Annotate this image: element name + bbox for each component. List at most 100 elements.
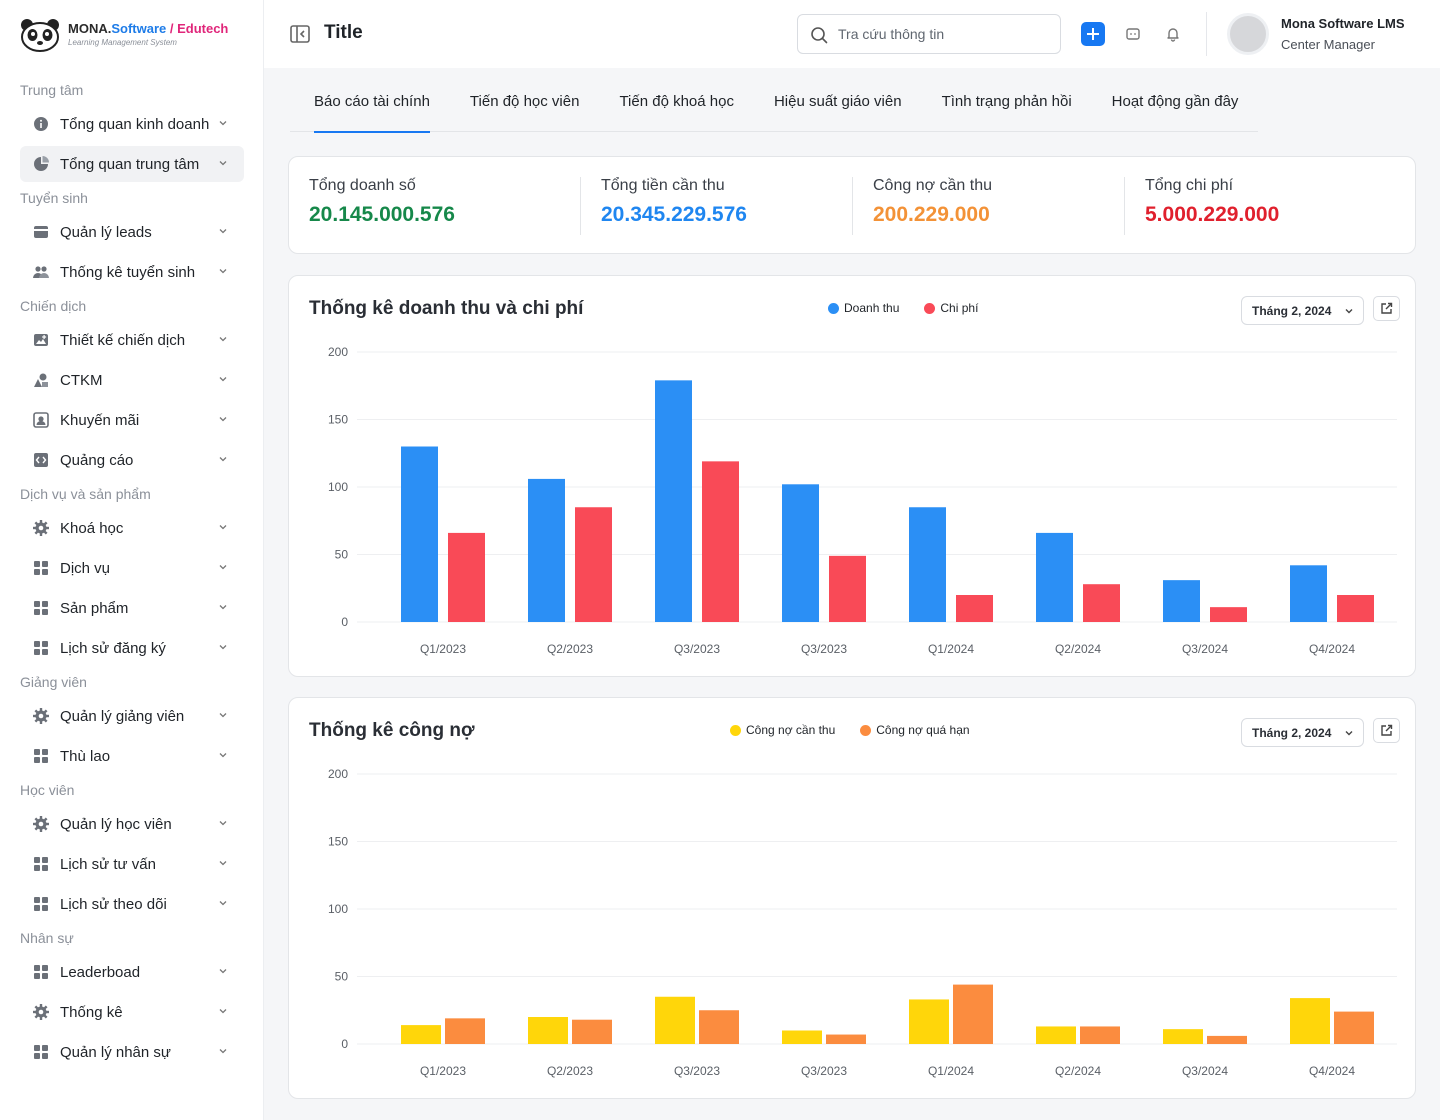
chevron-down-icon <box>219 377 227 382</box>
revenue-expense-chart: 0 50 100 150 200 Q1/2023 Q2/2023 Q3/2023 Q3/2023… <box>328 345 1397 656</box>
chart-legend: Công nợ cần thu Công nợ quá hạn <box>730 723 995 737</box>
sidebar-item[interactable]: Quản lý giảng viên <box>20 698 244 734</box>
sidebar-item[interactable]: Quảng cáo <box>20 442 244 478</box>
legend-label: Chi phí <box>940 301 979 315</box>
month-select[interactable]: Tháng 2, 2024 <box>1241 296 1364 325</box>
sidebar-item[interactable]: Thống kê tuyển sinh <box>20 254 244 290</box>
legend-item-expense[interactable]: Chi phí <box>924 301 978 315</box>
sidebar-item[interactable]: Khoá học <box>20 510 244 546</box>
tab[interactable]: Báo cáo tài chính <box>290 84 450 133</box>
page-title: Title <box>324 22 363 43</box>
legend-item-debt-overdue[interactable]: Công nợ quá hạn <box>860 723 970 737</box>
chevron-down-icon <box>219 645 227 650</box>
y-tick-label: 0 <box>341 1037 348 1051</box>
bar <box>445 1018 485 1044</box>
tab[interactable]: Tiến độ học viên <box>469 93 580 110</box>
sidebar-item-label: Khoá học <box>60 519 124 537</box>
legend-dot <box>828 302 839 314</box>
chevron-down-icon <box>219 969 227 974</box>
sidebar-section-title: Chiến dịch <box>20 298 87 314</box>
sidebar-item[interactable]: CTKM <box>20 362 244 398</box>
sidebar-item[interactable]: Quản lý học viên <box>20 806 244 842</box>
bar <box>1334 1011 1374 1044</box>
export-button[interactable] <box>1373 296 1400 321</box>
export-button[interactable] <box>1373 718 1400 743</box>
month-select[interactable]: Tháng 2, 2024 <box>1241 718 1364 747</box>
code-icon <box>33 452 49 468</box>
sidebar-item[interactable]: Dịch vụ <box>20 550 244 586</box>
sidebar-nav: Trung tâm Tổng quan kinh doanh Tổng quan t… <box>0 78 264 1074</box>
chevron-down-icon <box>219 161 227 166</box>
chevron-down-icon <box>219 1009 227 1014</box>
sidebar-item-label: Thù lao <box>60 747 111 765</box>
legend-item-revenue[interactable]: Doanh thu <box>828 301 899 315</box>
bar <box>572 1019 612 1044</box>
tab[interactable]: Hoạt động gần đây <box>1111 93 1239 110</box>
sidebar-item[interactable]: Lịch sử theo dõi <box>20 886 244 922</box>
gear-icon <box>33 816 49 832</box>
bar <box>528 478 565 622</box>
bar <box>909 507 946 622</box>
search-box[interactable] <box>797 14 1061 54</box>
sidebar-toggle-icon[interactable] <box>290 25 310 43</box>
sidebar-item[interactable]: Sản phẩm <box>20 590 244 626</box>
y-tick-label: 100 <box>328 480 348 494</box>
sidebar-item[interactable]: Thống kê <box>20 994 244 1030</box>
tab[interactable]: Hiệu suất giáo viên <box>773 93 902 110</box>
legend-item-debt-receivable[interactable]: Công nợ cần thu <box>730 723 835 737</box>
add-button[interactable] <box>1081 22 1105 46</box>
sidebar-item-label: Quản lý giảng viên <box>60 707 185 725</box>
chevron-down-icon <box>219 1049 227 1054</box>
sidebar-item[interactable]: Quản lý nhân sự <box>20 1034 244 1070</box>
sidebar-item-label: Khuyến mãi <box>60 411 140 429</box>
chevron-down-icon <box>219 457 227 462</box>
sidebar-item[interactable]: Tổng quan kinh doanh <box>20 106 244 142</box>
bar <box>953 984 993 1044</box>
chevron-down-icon <box>219 605 227 610</box>
sidebar-item[interactable]: Tổng quan trung tâm <box>20 146 244 182</box>
sidebar-item-label: Quản lý nhân sự <box>60 1043 171 1061</box>
chevron-down-icon <box>219 901 227 906</box>
bell-icon[interactable] <box>1165 26 1181 42</box>
chevron-down-icon <box>219 713 227 718</box>
bar <box>782 1030 822 1044</box>
tab[interactable]: Tình trạng phản hồi <box>941 93 1072 110</box>
gear-icon <box>33 708 49 724</box>
panda-logo-icon <box>18 16 62 52</box>
message-icon[interactable] <box>1125 26 1141 42</box>
brand-logo[interactable]: MONA.Software / Edutech Learning Managem… <box>18 16 228 52</box>
sidebar-item[interactable]: Khuyến mãi <box>20 402 244 438</box>
sidebar-item[interactable]: Lịch sử tư vấn <box>20 846 244 882</box>
kpi-label: Tổng doanh số <box>309 177 416 194</box>
bar <box>1036 532 1073 622</box>
chevron-down-icon <box>219 525 227 530</box>
card-icon <box>33 224 49 240</box>
bar <box>1036 1026 1076 1044</box>
x-tick-label: Q1/2024 <box>928 1064 974 1078</box>
kpi-divider <box>580 177 581 235</box>
tab[interactable]: Tiến độ khoá học <box>619 93 734 110</box>
x-tick-label: Q2/2024 <box>1055 1064 1101 1078</box>
search-icon <box>810 26 828 44</box>
chevron-down-icon <box>219 861 227 866</box>
avatar[interactable] <box>1227 13 1269 55</box>
sidebar-item[interactable]: Lịch sử đăng ký <box>20 630 244 666</box>
sidebar-item[interactable]: Thù lao <box>20 738 244 774</box>
plus-icon <box>1087 28 1099 40</box>
debt-card: Thống kê công nợ Công nợ cần thu Công nợ… <box>288 697 1416 1099</box>
info-icon <box>33 116 49 132</box>
kpi-total-receivable: Tổng tiền cần thu 20.345.229.576 <box>601 177 747 227</box>
sidebar-item-label: Quảng cáo <box>60 451 134 469</box>
sidebar-item-label: Lịch sử đăng ký <box>60 639 166 657</box>
grid-icon <box>33 896 49 912</box>
month-select-value: Tháng 2, 2024 <box>1252 725 1332 740</box>
bar <box>826 1034 866 1044</box>
sidebar-item[interactable]: Quản lý leads <box>20 214 244 250</box>
search-input[interactable] <box>838 26 1048 42</box>
y-tick-label: 50 <box>335 548 349 562</box>
x-tick-label: Q3/2023 <box>674 1064 720 1078</box>
sidebar-item[interactable]: Thiết kế chiến dịch <box>20 322 244 358</box>
sidebar-item[interactable]: Leaderboad <box>20 954 244 990</box>
x-tick-label: Q1/2024 <box>928 642 974 656</box>
chevron-down-icon <box>219 269 227 274</box>
